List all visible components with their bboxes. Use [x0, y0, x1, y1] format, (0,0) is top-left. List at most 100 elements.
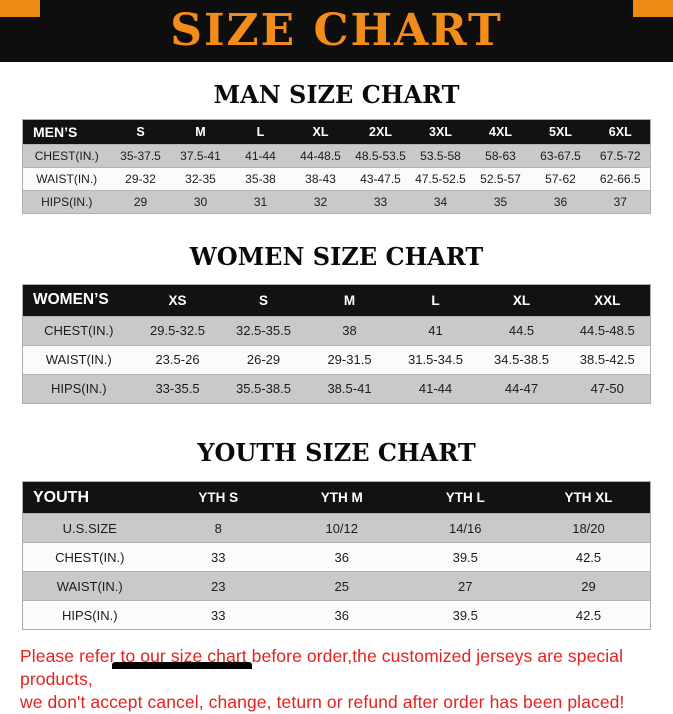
value-cell: 42.5: [527, 542, 651, 572]
value-cell: 43-47.5: [350, 167, 411, 191]
value-cell: 47.5-52.5: [410, 167, 471, 191]
value-cell: 34: [410, 190, 471, 214]
value-cell: 29: [527, 571, 651, 601]
size-header-cell: M: [306, 284, 393, 317]
value-cell: 10/12: [280, 513, 404, 543]
table-row: CHEST(IN.) 29.5-32.5 32.5-35.5 38 41 44.5 44.5…: [22, 315, 651, 346]
value-cell: 31: [230, 190, 291, 214]
size-header-cell: XL: [478, 284, 565, 317]
row-label-cell: U.S.SIZE: [22, 513, 157, 543]
size-header-cell: 5XL: [530, 119, 591, 145]
women-size-table: WOMEN’S XS S M L XL XXL CHEST(IN.) 29.5-32.5 32.5…: [22, 283, 651, 404]
table-row: CHEST(IN.) 33 36 39.5 42.5: [22, 542, 651, 572]
value-cell: 29.5-32.5: [134, 315, 221, 346]
table-title-cell: YOUTH: [22, 481, 157, 514]
row-label-cell: CHEST(IN.): [22, 315, 135, 346]
size-header-cell: YTH S: [156, 481, 280, 514]
row-label-cell: WAIST(IN.): [22, 344, 135, 375]
value-cell: 23: [156, 571, 280, 601]
ink-smudge-decoration: [112, 662, 252, 669]
value-cell: 44.5: [478, 315, 565, 346]
value-cell: 39.5: [403, 600, 527, 630]
row-label-cell: WAIST(IN.): [22, 571, 157, 601]
table-row: HIPS(IN.) 33-35.5 35.5-38.5 38.5-41 41-44 44-…: [22, 373, 651, 404]
row-label-cell: HIPS(IN.): [22, 373, 135, 404]
value-cell: 32: [290, 190, 351, 214]
size-header-cell: 2XL: [350, 119, 411, 145]
row-label-cell: CHEST(IN.): [22, 144, 111, 168]
value-cell: 33: [350, 190, 411, 214]
table-row: HIPS(IN.) 29 30 31 32 33 34 35 36 37: [22, 190, 651, 214]
value-cell: 52.5-57: [470, 167, 531, 191]
size-header-cell: XXL: [564, 284, 651, 317]
size-header-cell: XL: [290, 119, 351, 145]
value-cell: 14/16: [403, 513, 527, 543]
value-cell: 8: [156, 513, 280, 543]
value-cell: 29-31.5: [306, 344, 393, 375]
value-cell: 47-50: [564, 373, 651, 404]
page-title: SIZE CHART: [170, 5, 503, 56]
value-cell: 32.5-35.5: [220, 315, 307, 346]
value-cell: 41-44: [230, 144, 291, 168]
value-cell: 29: [110, 190, 171, 214]
row-label-cell: HIPS(IN.): [22, 190, 111, 214]
men-size-table: MEN’S S M L XL 2XL 3XL 4XL 5XL 6XL CHEST(IN.) 35-37…: [22, 119, 651, 215]
value-cell: 36: [280, 600, 404, 630]
value-cell: 67.5-72: [590, 144, 651, 168]
value-cell: 36: [280, 542, 404, 572]
value-cell: 38: [306, 315, 393, 346]
value-cell: 35-38: [230, 167, 291, 191]
women-section-heading: WOMEN SIZE CHART: [189, 242, 484, 272]
size-header-cell: 4XL: [470, 119, 531, 145]
table-row: WAIST(IN.) 29-32 32-35 35-38 38-43 43-47.5 47.…: [22, 167, 651, 191]
value-cell: 27: [403, 571, 527, 601]
value-cell: 58-63: [470, 144, 531, 168]
size-header-cell: S: [220, 284, 307, 317]
size-header-cell: YTH L: [403, 481, 527, 514]
value-cell: 57-62: [530, 167, 591, 191]
table-header-row: YOUTH YTH S YTH M YTH L YTH XL: [22, 481, 651, 514]
value-cell: 26-29: [220, 344, 307, 375]
value-cell: 36: [530, 190, 591, 214]
size-header-cell: 6XL: [590, 119, 651, 145]
value-cell: 39.5: [403, 542, 527, 572]
table-title-cell: WOMEN’S: [22, 284, 135, 317]
row-label-cell: CHEST(IN.): [22, 542, 157, 572]
value-cell: 63-67.5: [530, 144, 591, 168]
value-cell: 31.5-34.5: [392, 344, 479, 375]
value-cell: 33: [156, 542, 280, 572]
youth-size-table: YOUTH YTH S YTH M YTH L YTH XL U.S.SIZE 8 10/12…: [22, 481, 651, 631]
value-cell: 44-47: [478, 373, 565, 404]
value-cell: 32-35: [170, 167, 231, 191]
value-cell: 35-37.5: [110, 144, 171, 168]
value-cell: 53.5-58: [410, 144, 471, 168]
table-title-cell: MEN’S: [22, 119, 111, 145]
value-cell: 23.5-26: [134, 344, 221, 375]
footer-note: Please refer to our size chart before or…: [20, 645, 673, 714]
value-cell: 48.5-53.5: [350, 144, 411, 168]
size-header-cell: L: [230, 119, 291, 145]
table-header-row: WOMEN’S XS S M L XL XXL: [22, 284, 651, 317]
orange-corner-right-decoration: [633, 0, 673, 17]
value-cell: 44-48.5: [290, 144, 351, 168]
men-section-heading: MAN SIZE CHART: [213, 80, 460, 109]
value-cell: 37.5-41: [170, 144, 231, 168]
value-cell: 42.5: [527, 600, 651, 630]
size-header-cell: S: [110, 119, 171, 145]
row-label-cell: WAIST(IN.): [22, 167, 111, 191]
value-cell: 44.5-48.5: [564, 315, 651, 346]
value-cell: 62-66.5: [590, 167, 651, 191]
value-cell: 33: [156, 600, 280, 630]
size-header-cell: XS: [134, 284, 221, 317]
size-header-cell: YTH M: [280, 481, 404, 514]
value-cell: 38.5-42.5: [564, 344, 651, 375]
value-cell: 37: [590, 190, 651, 214]
value-cell: 38-43: [290, 167, 351, 191]
value-cell: 35: [470, 190, 531, 214]
orange-corner-left-decoration: [0, 0, 40, 17]
value-cell: 41: [392, 315, 479, 346]
table-row: WAIST(IN.) 23.5-26 26-29 29-31.5 31.5-34.5 34…: [22, 344, 651, 375]
banner: SIZE CHART: [0, 0, 673, 62]
row-label-cell: HIPS(IN.): [22, 600, 157, 630]
